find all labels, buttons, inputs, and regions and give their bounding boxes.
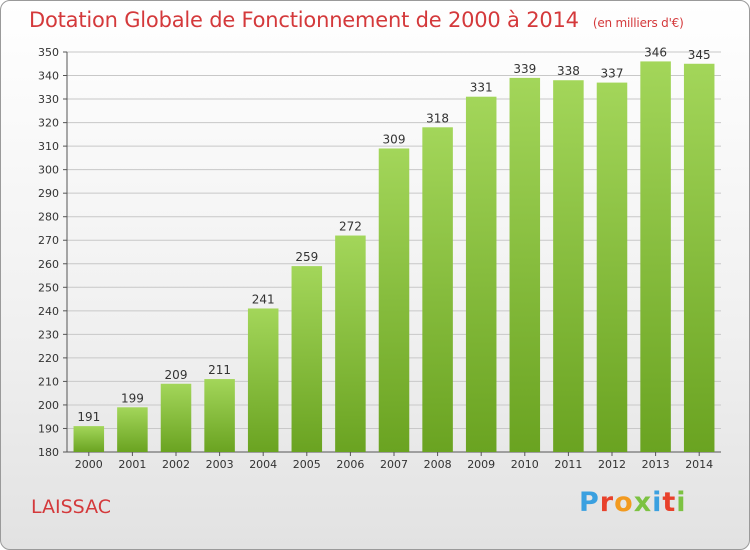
value-label-2008: 318 <box>426 111 449 125</box>
value-label-2006: 272 <box>339 220 362 234</box>
y-tick-label: 290 <box>38 187 59 200</box>
y-tick-label: 260 <box>38 258 59 271</box>
bar-2009 <box>465 96 497 453</box>
value-label-2002: 209 <box>165 368 188 382</box>
x-tick-label: 2002 <box>162 458 190 471</box>
bar-2010 <box>509 77 541 452</box>
bars <box>73 61 715 453</box>
logo-letter: i <box>676 487 687 518</box>
bar-2008 <box>422 127 453 452</box>
value-label-2011: 338 <box>557 64 580 78</box>
bar-2002 <box>160 383 192 452</box>
x-tick-label: 2005 <box>293 458 321 471</box>
x-tick-label: 2013 <box>642 458 670 471</box>
value-label-2003: 211 <box>208 363 231 377</box>
bar-2000 <box>73 426 105 452</box>
logo-letter: x <box>633 487 653 518</box>
y-tick-label: 200 <box>38 399 59 412</box>
y-tick-label: 340 <box>38 70 59 83</box>
chart-title-text: Dotation Globale de Fonctionnement de 20… <box>29 8 579 32</box>
logo-letter: i <box>652 487 663 518</box>
value-label-2007: 309 <box>383 132 406 146</box>
value-label-2009: 331 <box>470 81 493 95</box>
value-label-2000: 191 <box>77 410 100 424</box>
bar-2003 <box>204 379 235 452</box>
x-tick-label: 2008 <box>424 458 452 471</box>
bar-2013 <box>640 61 671 452</box>
y-tick-label: 230 <box>38 328 59 341</box>
y-tick-label: 190 <box>38 422 59 435</box>
y-tick-label: 210 <box>38 375 59 388</box>
value-label-2013: 346 <box>644 45 667 59</box>
x-tick-label: 2004 <box>249 458 277 471</box>
y-tick-label: 300 <box>38 164 59 177</box>
value-label-2001: 199 <box>121 391 144 405</box>
bar-2005 <box>291 266 323 452</box>
chart-subtitle: (en milliers d'€) <box>592 16 684 30</box>
x-tick-label: 2007 <box>380 458 408 471</box>
y-tick-label: 240 <box>38 305 59 318</box>
value-label-2004: 241 <box>252 292 275 306</box>
y-tick-label: 220 <box>38 352 59 365</box>
y-tick-label: 180 <box>38 446 59 459</box>
x-tick-label: 2010 <box>511 458 539 471</box>
y-tick-label: 250 <box>38 281 59 294</box>
logo-letter: t <box>662 487 677 518</box>
x-tick-label: 2012 <box>598 458 626 471</box>
value-label-2005: 259 <box>295 250 318 264</box>
x-tick-label: 2009 <box>467 458 495 471</box>
x-tick-label: 2001 <box>118 458 146 471</box>
x-tick-label: 2000 <box>75 458 103 471</box>
value-label-2010: 339 <box>513 62 536 76</box>
bar-2012 <box>596 82 628 453</box>
data-labels: 191 199 209 211 241 259 272 309 318 331 339 338 337 3… <box>77 45 710 424</box>
logo-letter: r <box>599 487 615 518</box>
bar-2001 <box>117 407 148 452</box>
bar-2011 <box>553 80 584 452</box>
logo-letter: P <box>579 487 600 518</box>
value-label-2014: 345 <box>688 48 711 62</box>
y-tick-label: 330 <box>38 93 59 106</box>
value-label-2012: 337 <box>601 67 624 81</box>
bar-2014 <box>683 63 715 452</box>
x-tick-label: 2011 <box>554 458 582 471</box>
bar-2004 <box>247 308 279 452</box>
y-tick-label: 310 <box>38 140 59 153</box>
proxiti-logo[interactable]: Proxiti <box>579 487 687 518</box>
commune-name: LAISSAC <box>31 496 112 518</box>
x-tick-label: 2006 <box>336 458 364 471</box>
y-tick-label: 350 <box>38 46 59 59</box>
y-tick-label: 280 <box>38 211 59 224</box>
y-tick-label: 270 <box>38 234 59 247</box>
chart-title: Dotation Globale de Fonctionnement de 20… <box>29 8 684 32</box>
logo-letter: o <box>614 487 634 518</box>
y-tick-label: 320 <box>38 117 59 130</box>
bar-2007 <box>378 148 410 452</box>
x-tick-label: 2014 <box>685 458 713 471</box>
bar-2006 <box>335 235 366 452</box>
x-tick-label: 2003 <box>206 458 234 471</box>
